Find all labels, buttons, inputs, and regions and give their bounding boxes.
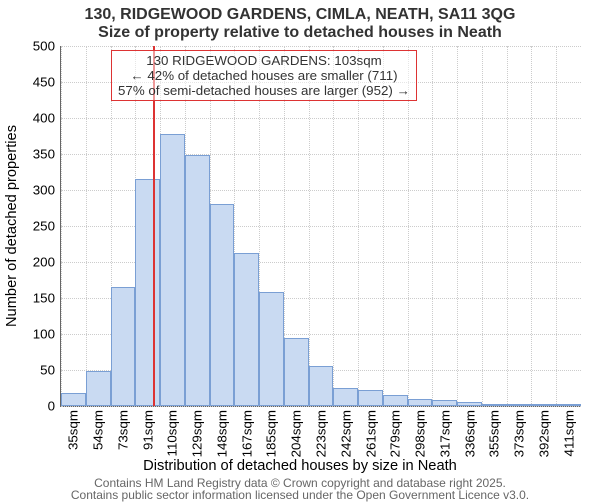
x-tick-label: 317sqm — [437, 406, 452, 457]
x-tick-label: 373sqm — [512, 406, 527, 457]
histogram-bar — [358, 390, 383, 406]
grid-v — [432, 46, 433, 406]
grid-v — [457, 46, 458, 406]
x-tick-label: 223sqm — [314, 406, 329, 457]
y-tick-label: 100 — [33, 327, 61, 342]
histogram-bar — [309, 366, 334, 406]
histogram-bar — [408, 399, 433, 406]
y-tick-label: 400 — [33, 111, 61, 126]
x-tick-label: 73sqm — [115, 406, 130, 450]
grid-v — [507, 46, 508, 406]
property-size-chart: 130, RIDGEWOOD GARDENS, CIMLA, NEATH, SA… — [0, 0, 600, 500]
histogram-bar — [284, 338, 309, 406]
grid-v — [86, 46, 87, 406]
y-tick-label: 50 — [40, 363, 61, 378]
y-tick-label: 250 — [33, 219, 61, 234]
x-tick-label: 261sqm — [363, 406, 378, 457]
x-tick-label: 242sqm — [338, 406, 353, 457]
grid-v — [482, 46, 483, 406]
histogram-bar — [234, 253, 259, 406]
x-tick-label: 185sqm — [264, 406, 279, 457]
annotation-line1: 130 RIDGEWOOD GARDENS: 103sqm — [118, 53, 410, 68]
x-tick-label: 392sqm — [536, 406, 551, 457]
annotation-line3: 57% of semi-detached houses are larger (… — [118, 83, 410, 98]
y-tick-label: 0 — [48, 399, 61, 414]
x-tick-label: 204sqm — [289, 406, 304, 457]
x-tick-label: 110sqm — [165, 406, 180, 456]
histogram-bar — [111, 287, 136, 406]
chart-title-line2: Size of property relative to detached ho… — [0, 24, 600, 42]
grid-h — [61, 154, 581, 155]
histogram-bar — [259, 292, 284, 406]
x-tick-label: 298sqm — [413, 406, 428, 457]
x-tick-label: 336sqm — [462, 406, 477, 457]
histogram-bar — [333, 388, 358, 406]
annotation-line2: ← 42% of detached houses are smaller (71… — [118, 68, 410, 83]
x-tick-label: 54sqm — [91, 406, 106, 450]
y-tick-label: 450 — [33, 75, 61, 90]
x-tick-label: 279sqm — [388, 406, 403, 457]
y-tick-label: 300 — [33, 183, 61, 198]
x-tick-label: 355sqm — [487, 406, 502, 457]
y-tick-label: 500 — [33, 39, 61, 54]
histogram-bar — [210, 204, 235, 406]
grid-h — [61, 118, 581, 119]
y-axis-title: Number of detached properties — [4, 125, 20, 327]
histogram-bar — [185, 155, 210, 406]
plot-area: 05010015020025030035040045050035sqm54sqm… — [60, 46, 581, 407]
histogram-bar — [135, 179, 160, 406]
y-tick-label: 150 — [33, 291, 61, 306]
x-tick-label: 167sqm — [239, 406, 254, 457]
x-tick-label: 91sqm — [140, 406, 155, 450]
histogram-bar — [383, 395, 408, 406]
y-tick-label: 200 — [33, 255, 61, 270]
histogram-bar — [61, 393, 86, 406]
x-tick-label: 35sqm — [66, 406, 81, 450]
x-tick-label: 148sqm — [214, 406, 229, 457]
chart-title-line1: 130, RIDGEWOOD GARDENS, CIMLA, NEATH, SA… — [0, 6, 600, 24]
grid-h — [61, 46, 581, 47]
x-axis-title: Distribution of detached houses by size … — [0, 458, 600, 474]
x-tick-label: 129sqm — [190, 406, 205, 457]
histogram-bar — [160, 134, 185, 406]
grid-v — [531, 46, 532, 406]
grid-v — [556, 46, 557, 406]
y-tick-label: 350 — [33, 147, 61, 162]
x-tick-label: 411sqm — [561, 406, 576, 456]
histogram-bar — [86, 371, 111, 406]
grid-v — [61, 46, 62, 406]
annotation-box: 130 RIDGEWOOD GARDENS: 103sqm ← 42% of d… — [111, 50, 417, 101]
chart-title-block: 130, RIDGEWOOD GARDENS, CIMLA, NEATH, SA… — [0, 6, 600, 42]
